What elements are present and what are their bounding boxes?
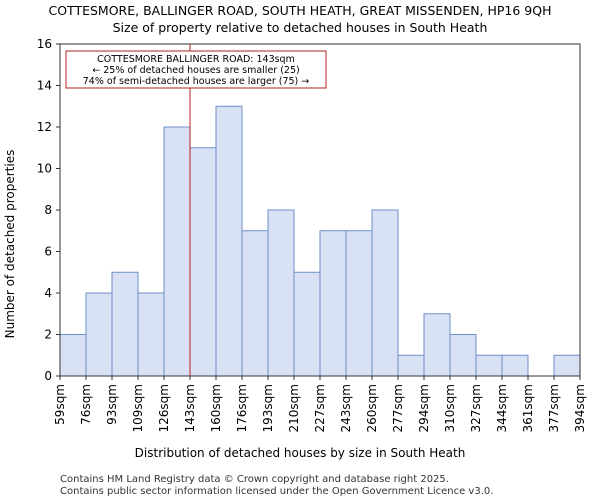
bar-277sqm: [397, 354, 425, 377]
annotation-line-1: COTTESMORE BALLINGER ROAD: 143sqm: [97, 54, 295, 65]
x-tick-label: 93sqm: [105, 384, 119, 425]
y-tick-label: 12: [37, 120, 52, 134]
y-tick-label: 14: [37, 79, 52, 93]
chart-title: COTTESMORE, BALLINGER ROAD, SOUTH HEATH,…: [48, 3, 551, 18]
x-tick-label: 294sqm: [417, 384, 431, 432]
bar-193sqm: [267, 209, 295, 377]
bar-344sqm: [501, 354, 529, 377]
footer-line-1: Contains HM Land Registry data © Crown c…: [60, 474, 449, 485]
x-tick-label: 210sqm: [287, 384, 301, 432]
y-tick-label: 6: [44, 245, 52, 259]
x-tick-label: 277sqm: [391, 384, 405, 432]
x-tick-label: 377sqm: [547, 384, 561, 432]
chart-subtitle: Size of property relative to detached ho…: [113, 20, 488, 35]
y-tick-label: 10: [37, 162, 52, 176]
bar-143sqm: [189, 147, 217, 377]
bar-294sqm: [423, 313, 451, 377]
y-tick-label: 4: [44, 286, 52, 300]
x-tick-label: 327sqm: [469, 384, 483, 432]
x-tick-label: 243sqm: [339, 384, 353, 432]
annotation-line-3: 74% of semi-detached houses are larger (…: [83, 76, 310, 87]
y-tick-label: 2: [44, 328, 52, 342]
bar-126sqm: [163, 126, 191, 377]
x-tick-label: 59sqm: [53, 384, 67, 425]
x-tick-label: 394sqm: [573, 384, 587, 432]
annotation-frame: [65, 50, 327, 89]
bar-109sqm: [137, 292, 165, 377]
y-tick-label: 8: [44, 203, 52, 217]
y-axis: 0 2 4 6 8 10 12 14 16: [37, 37, 60, 383]
x-tick-label: 176sqm: [235, 384, 249, 432]
y-tick-label: 0: [44, 369, 52, 383]
bar-76sqm: [85, 292, 113, 377]
x-tick-label: 260sqm: [365, 384, 379, 432]
bar-243sqm: [345, 230, 373, 377]
x-tick-label: 193sqm: [261, 384, 275, 432]
x-tick-label: 227sqm: [313, 384, 327, 432]
bar-227sqm: [319, 230, 347, 377]
annotation-box: COTTESMORE BALLINGER ROAD: 143sqm ← 25% …: [65, 50, 327, 89]
x-tick-label: 361sqm: [521, 384, 535, 432]
bar-377sqm: [553, 354, 581, 377]
x-tick-label: 109sqm: [131, 384, 145, 432]
x-tick-label: 344sqm: [495, 384, 509, 432]
bar-160sqm: [215, 105, 243, 377]
bars: [59, 105, 581, 377]
bar-327sqm: [475, 354, 503, 377]
bar-93sqm: [111, 271, 139, 377]
footer-line-2: Contains public sector information licen…: [60, 486, 493, 497]
x-tick-label: 143sqm: [183, 384, 197, 432]
bar-310sqm: [449, 334, 477, 377]
bar-176sqm: [241, 230, 269, 377]
x-axis-label: Distribution of detached houses by size …: [135, 446, 466, 460]
x-tick-label: 310sqm: [443, 384, 457, 432]
x-tick-label: 160sqm: [209, 384, 223, 432]
x-axis: 59sqm 76sqm 93sqm 109sqm 126sqm 143sqm 160sqm 1…: [53, 376, 587, 432]
x-tick-label: 126sqm: [157, 384, 171, 432]
bar-260sqm: [371, 209, 399, 377]
bar-210sqm: [293, 271, 321, 377]
x-tick-label: 76sqm: [79, 384, 93, 425]
y-axis-label: Number of detached properties: [3, 150, 17, 339]
annotation-line-2: ← 25% of detached houses are smaller (25…: [92, 65, 299, 76]
bar-59sqm: [59, 334, 87, 377]
y-tick-label: 16: [37, 37, 52, 51]
